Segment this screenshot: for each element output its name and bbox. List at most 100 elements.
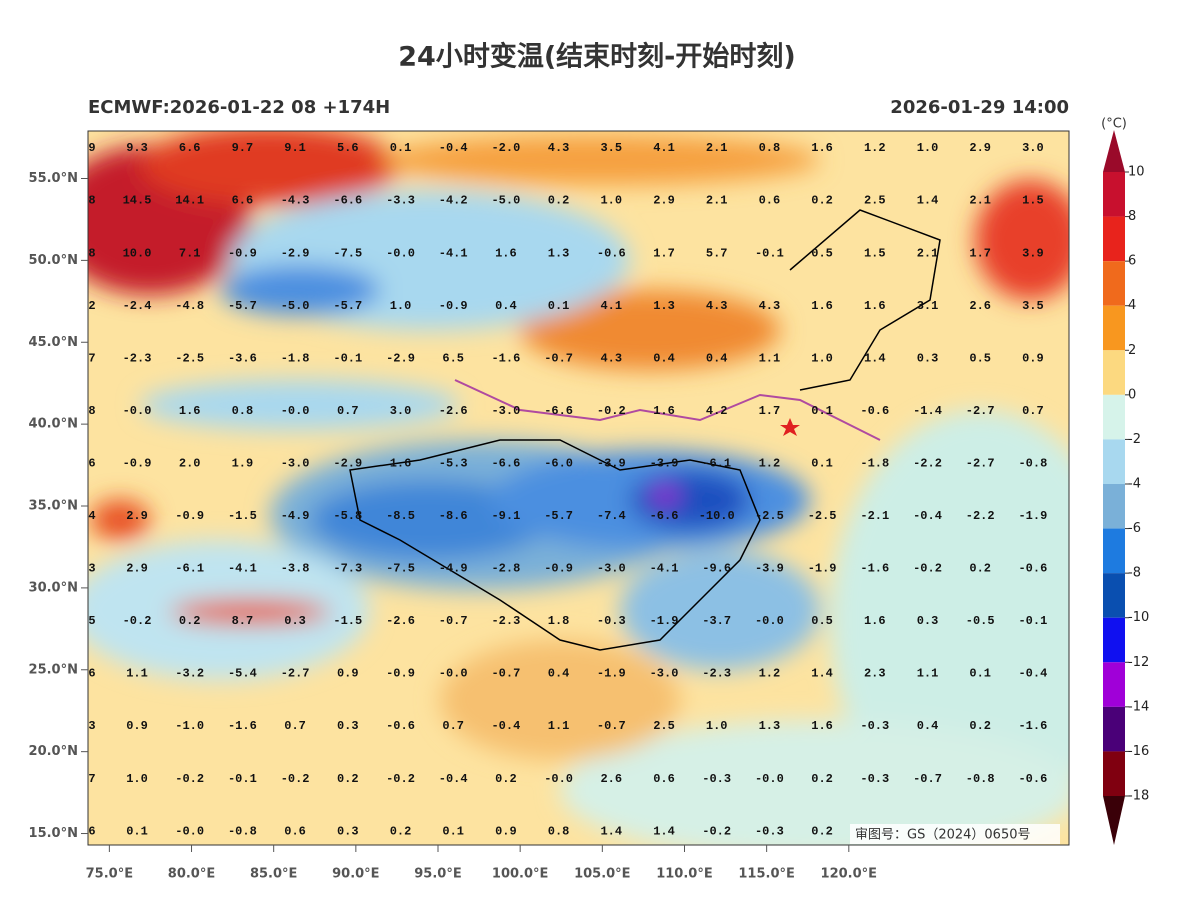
grid-value: 3.1 [917,299,939,313]
grid-value: -1.0 [175,719,204,733]
grid-value: 0.8 [548,824,570,838]
grid-value: 0.6 [653,772,675,786]
grid-value: 3.5 [600,141,622,155]
grid-value: 0.6 [284,824,306,838]
colorbar-segment [1103,573,1125,618]
grid-value: -2.9 [386,351,415,365]
grid-value: -10.0 [699,509,735,523]
grid-value: -8.5 [386,509,415,523]
colorbar-segment [1103,439,1125,484]
colorbar-segment [1103,484,1125,529]
grid-value: 1.9 [232,456,254,470]
grid-value: -0.8 [228,824,257,838]
colorbar-top-triangle [1103,130,1125,172]
grid-value: -2.3 [491,614,520,628]
colorbar-label: 8 [1128,209,1136,224]
grid-value: 0.6 [759,194,781,208]
y-tick-label: 45.0°N [29,335,78,350]
grid-value: 0.3 [917,351,939,365]
grid-value: 6.6 [232,194,254,208]
grid-value: 2.9 [969,141,991,155]
grid-value: -3.0 [491,404,520,418]
grid-value: -0.4 [439,141,468,155]
grid-value: -6.1 [702,456,731,470]
grid-value: -3.8 [281,562,310,576]
grid-value: -0.6 [1018,562,1047,576]
grid-value: 0.2 [811,194,833,208]
grid-value: 0.9 [495,824,517,838]
grid-value: -0.2 [175,772,204,786]
grid-value: 0.7 [337,404,359,418]
grid-value: -0.0 [439,667,468,681]
grid-value: -0.0 [755,772,784,786]
grid-value: 3.0 [1022,141,1044,155]
colorbar-segment [1103,305,1125,351]
grid-value: -0.9 [175,509,204,523]
grid-value: 1.5 [864,246,886,260]
grid-value: -5.4 [228,667,257,681]
grid-value: -6.6 [544,404,573,418]
grid-value: 0.5 [811,614,833,628]
grid-value: 0.1 [811,404,833,418]
grid-value: -3.0 [597,562,626,576]
grid-value: -2.9 [281,246,310,260]
grid-value: -0.8 [1018,456,1047,470]
grid-value: 6 [88,824,95,838]
grid-value: 4.3 [548,141,570,155]
grid-value: 1.6 [811,299,833,313]
grid-value: 0.2 [495,772,517,786]
grid-value: -2.5 [755,509,784,523]
x-tick-label: 80.0°E [168,867,215,882]
approval-number: 审图号：GS（2024）0650号 [855,828,1031,843]
grid-value: 8.7 [232,614,254,628]
grid-value: -1.6 [860,562,889,576]
grid-value: 6 [88,456,95,470]
grid-value: 5.6 [337,141,359,155]
grid-value: 0.2 [337,772,359,786]
grid-value: -1.6 [1018,719,1047,733]
grid-value: -1.9 [597,667,626,681]
grid-value: -3.9 [650,456,679,470]
grid-value: 0.1 [442,824,464,838]
grid-value: 0.5 [969,351,991,365]
grid-value: -0.2 [281,772,310,786]
grid-value: 0.1 [126,824,148,838]
x-tick-label: 95.0°E [414,867,461,882]
grid-value: 14.5 [123,194,152,208]
grid-value: 1.0 [390,299,412,313]
grid-value: -0.2 [702,824,731,838]
grid-value: -2.2 [913,456,942,470]
grid-value: 1.0 [706,719,728,733]
grid-value: -0.0 [123,404,152,418]
grid-value: 1.4 [864,351,886,365]
grid-value: -0.3 [702,772,731,786]
grid-value: 1.8 [548,614,570,628]
grid-value: 8 [88,246,95,260]
grid-value: -2.2 [966,509,995,523]
grid-value: -0.2 [123,614,152,628]
grid-value: 0.3 [284,614,306,628]
grid-value: 0.4 [548,667,570,681]
colorbar-segment [1103,706,1125,752]
grid-value: 1.3 [653,299,675,313]
grid-value: 4.1 [653,141,675,155]
colorbar-label: -18 [1128,789,1149,804]
grid-value: -0.7 [544,351,573,365]
grid-value: 0.7 [442,719,464,733]
grid-value: 2.1 [917,246,939,260]
grid-value: 3.5 [1022,299,1044,313]
grid-value: -3.0 [281,456,310,470]
grid-value: 7 [88,772,95,786]
grid-value: 0.2 [969,562,991,576]
grid-value: 1.3 [548,246,570,260]
grid-value: 4.2 [706,404,728,418]
grid-value: 1.6 [811,719,833,733]
grid-value: -2.4 [123,299,152,313]
grid-value: -2.8 [491,562,520,576]
colorbar-label: 4 [1128,298,1136,313]
grid-value: 1.6 [495,246,517,260]
grid-value: 9.3 [126,141,148,155]
grid-value: -1.8 [281,351,310,365]
grid-value: -4.8 [175,299,204,313]
